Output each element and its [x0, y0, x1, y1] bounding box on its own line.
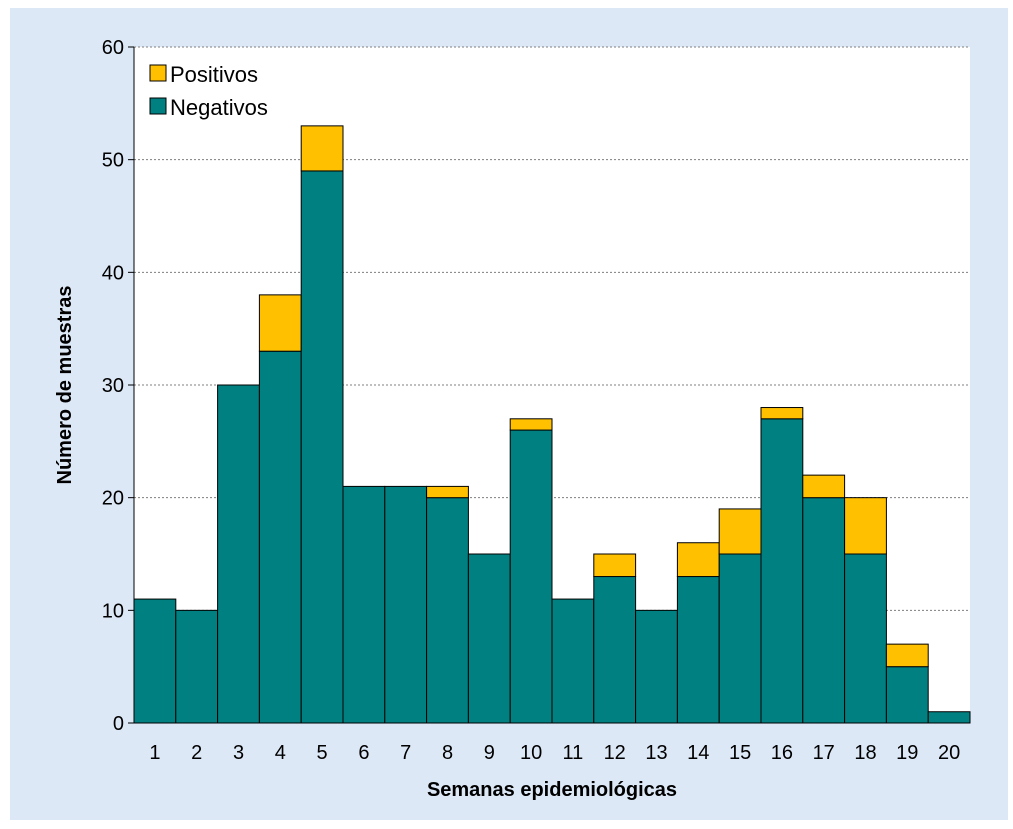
y-tick-label-10: 10	[102, 600, 124, 622]
legend-label-positivos: Positivos	[170, 62, 258, 87]
x-tick-label-8: 8	[442, 742, 453, 764]
bar-positivos-18	[844, 497, 887, 555]
bar-negativos-17	[802, 497, 846, 724]
bar-negativos-3	[217, 384, 260, 724]
x-tick-label-3: 3	[233, 742, 244, 764]
bar-negativos-1	[133, 598, 177, 724]
y-tick-label-0: 0	[113, 713, 124, 735]
bar-negativos-8	[426, 497, 469, 724]
bar-negativos-5	[300, 170, 344, 724]
x-tick-label-7: 7	[400, 742, 411, 764]
y-tick-label-50: 50	[102, 150, 124, 172]
bar-positivos-5	[300, 125, 344, 172]
bar-negativos-2	[175, 609, 219, 724]
x-tick-label-18: 18	[854, 742, 876, 764]
y-tick-label-40: 40	[102, 262, 124, 284]
x-axis-title: Semanas epidemiológicas	[427, 779, 677, 801]
y-axis-title: Número de muestras	[54, 286, 76, 485]
bar-negativos-7	[384, 485, 428, 724]
y-tick-label-20: 20	[102, 488, 124, 510]
x-tick-label-6: 6	[358, 742, 369, 764]
y-axis: 0 10 20 30 40 50 60	[102, 37, 135, 735]
x-tick-label-2: 2	[191, 742, 202, 764]
bar-positivos-16	[760, 407, 804, 420]
bar-negativos-18	[844, 553, 887, 724]
bar-positivos-17	[802, 474, 846, 499]
bar-negativos-11	[551, 598, 595, 724]
bar-negativos-12	[593, 576, 637, 724]
bar-negativos-16	[760, 418, 804, 724]
y-tick-label-30: 30	[102, 375, 124, 397]
bar-negativos-13	[635, 609, 678, 724]
x-tick-label-10: 10	[520, 742, 542, 764]
x-tick-label-13: 13	[645, 742, 667, 764]
x-tick-label-1: 1	[149, 742, 160, 764]
x-tick-label-14: 14	[687, 742, 709, 764]
bar-negativos-4	[258, 350, 302, 724]
x-tick-label-12: 12	[604, 742, 626, 764]
x-tick-label-17: 17	[813, 742, 835, 764]
bar-positivos-4	[258, 294, 302, 352]
bar-negativos-20	[927, 711, 971, 724]
x-tick-label-5: 5	[317, 742, 328, 764]
bar-negativos-14	[676, 576, 720, 724]
bar-positivos-19	[885, 643, 929, 668]
legend-item-negativos: Negativos	[149, 95, 268, 120]
bar-negativos-6	[342, 485, 386, 724]
bar-negativos-9	[467, 553, 511, 724]
x-tick-label-9: 9	[484, 742, 495, 764]
x-tick-label-16: 16	[771, 742, 793, 764]
bar-positivos-15	[718, 508, 762, 555]
legend-label-negativos: Negativos	[170, 95, 268, 120]
bar-positivos-8	[426, 485, 469, 499]
bar-positivos-10	[509, 418, 553, 431]
x-tick-label-11: 11	[563, 742, 584, 764]
x-tick-label-4: 4	[275, 742, 286, 764]
y-tick-label-60: 60	[102, 37, 124, 59]
bar-positivos-12	[593, 553, 637, 578]
legend-swatch-negativos	[149, 97, 167, 115]
x-tick-label-20: 20	[938, 742, 960, 764]
legend: Positivos Negativos	[149, 62, 268, 120]
legend-swatch-positivos	[149, 64, 167, 82]
legend-item-positivos: Positivos	[149, 62, 258, 87]
bar-positivos-14	[676, 542, 720, 578]
bar-negativos-10	[509, 429, 553, 724]
x-axis: 1 2 3 4 5 6 7 8 9 10 11 12 13 14 15 16 17 18 19 20	[134, 722, 970, 764]
x-tick-label-15: 15	[729, 742, 751, 764]
x-tick-label-19: 19	[896, 742, 918, 764]
bar-negativos-15	[718, 553, 762, 724]
bar-negativos-19	[885, 666, 929, 724]
